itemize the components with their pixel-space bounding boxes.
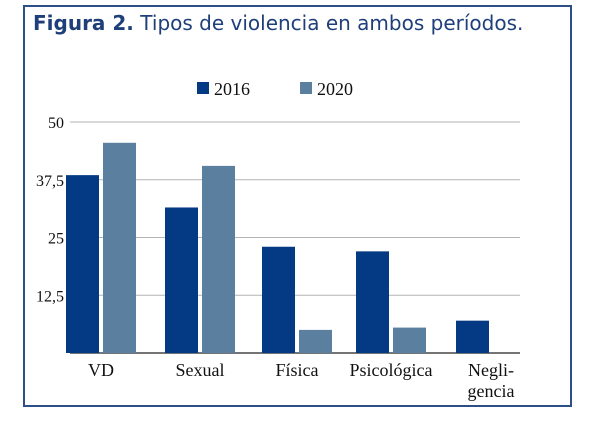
bar-2020 [103,142,136,353]
bar-2016 [356,251,389,353]
bar-2016 [456,320,489,353]
bar-2020 [202,165,235,353]
figure-label: Figura 2. [33,11,134,35]
x-tick-label: Negli-gencia [468,360,515,401]
bar-2020 [393,327,426,353]
figure-title-text: Tipos de violencia en ambos períodos. [140,11,524,35]
x-tick-label: Psicológica [350,360,433,380]
bar-2020 [299,329,332,353]
y-tick-label: 25 [48,231,64,248]
legend-swatch [300,82,312,94]
x-tick-label: Sexual [176,360,225,380]
legend-label: 2016 [214,79,250,99]
figure-title: Figura 2. Tipos de violencia en ambos pe… [33,11,523,35]
y-tick-label: 12,5 [36,288,64,305]
x-tick-label: VD [88,360,114,380]
x-tick-label: Física [276,360,319,380]
bar-2016 [165,207,198,353]
bar-2016 [66,175,99,353]
y-tick-label: 50 [48,115,64,132]
legend-swatch [197,82,209,94]
bar-2016 [262,246,295,353]
y-tick-label: 37,5 [36,173,64,190]
legend-label: 2020 [317,79,353,99]
